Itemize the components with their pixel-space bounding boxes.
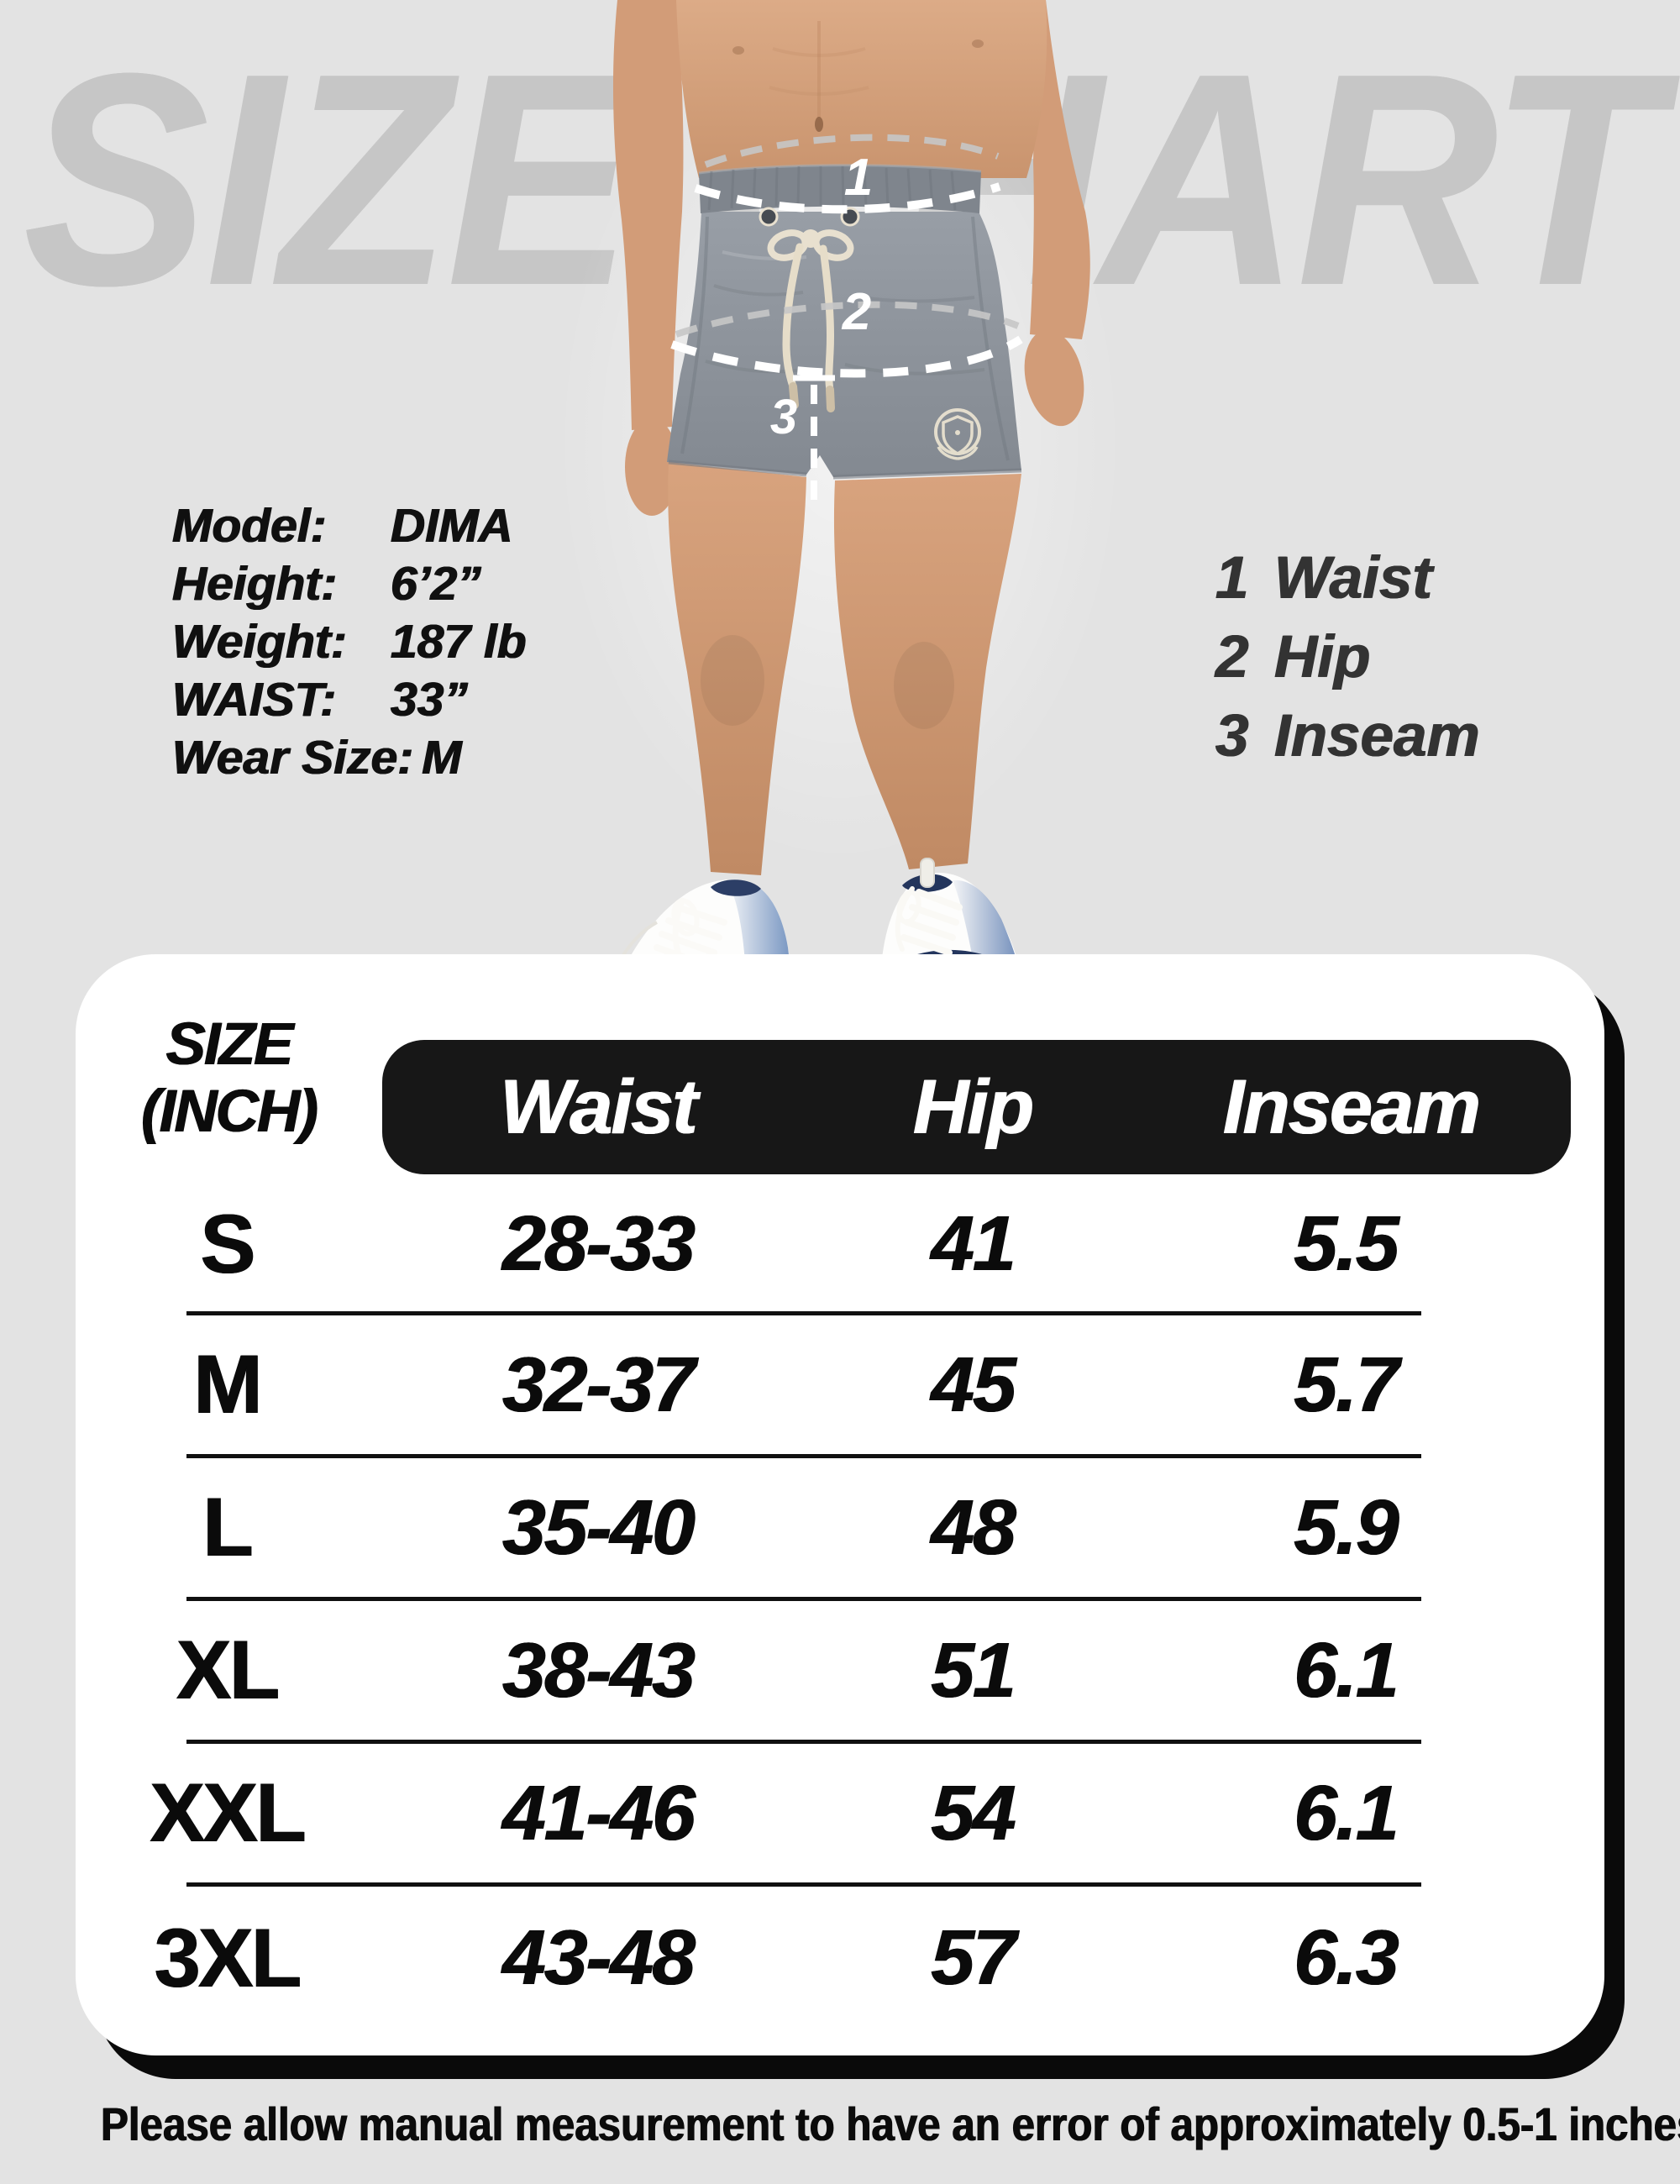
info-value: 187 lb: [391, 615, 527, 669]
legend-item-hip: 2 Hip: [1215, 618, 1480, 697]
info-row-weight: Weight: 187 lb: [172, 613, 527, 671]
hip-cell: 51: [931, 1625, 1016, 1714]
hip-measure-line: [670, 301, 1023, 378]
size-inch-line1: SIZE: [165, 1011, 294, 1078]
left-leg: [668, 462, 806, 875]
table-row-s: S 28-33 41 5.5: [76, 1174, 1604, 1313]
torso: [676, 0, 1047, 178]
info-value: M: [422, 731, 462, 785]
right-leg: [833, 474, 1021, 869]
waist-cell: 28-33: [502, 1200, 696, 1287]
swim-shorts: [667, 164, 1022, 480]
model-info-block: Model: DIMA Height: 6’2” Weight: 187 lb …: [172, 497, 527, 787]
waist-cell: 32-37: [502, 1340, 696, 1428]
model-photo: 1 2 3: [504, 0, 1096, 1048]
drawstring: [759, 207, 860, 412]
legend-label: Inseam: [1274, 703, 1480, 769]
row-separator: [186, 1740, 1421, 1744]
info-label: WAIST:: [172, 673, 337, 727]
brand-crest: [934, 408, 981, 460]
info-label: Wear Size:: [172, 731, 414, 785]
legend-item-inseam: 3 Inseam: [1215, 697, 1480, 776]
size-cell: L: [202, 1480, 253, 1573]
right-arm: [1030, 0, 1090, 339]
inseam-measure-line: [793, 375, 835, 504]
hip-cell: 48: [931, 1483, 1016, 1571]
size-chart-card: SIZE (INCH) Waist Hip Inseam S 28-33 41 …: [76, 954, 1604, 2055]
inseam-cell: 5.9: [1294, 1483, 1399, 1571]
legend-label: Hip: [1274, 624, 1371, 690]
column-header-hip: Hip: [912, 1063, 1034, 1150]
info-label: Height:: [172, 557, 338, 611]
inseam-cell: 5.7: [1294, 1340, 1399, 1428]
info-label: Model:: [172, 499, 327, 553]
info-row-wear-size: Wear Size: M: [172, 729, 527, 787]
legend-number: 1: [1215, 545, 1249, 612]
info-row-height: Height: 6’2”: [172, 555, 527, 613]
inseam-cell: 6.3: [1294, 1914, 1399, 2001]
inseam-number-label: 3: [770, 390, 797, 444]
info-row-waist: WAIST: 33”: [172, 671, 527, 729]
info-value: DIMA: [391, 499, 513, 553]
column-header-waist: Waist: [500, 1063, 698, 1150]
hip-cell: 45: [931, 1340, 1016, 1428]
info-row-model: Model: DIMA: [172, 497, 527, 555]
hip-cell: 54: [931, 1768, 1016, 1856]
waist-cell: 43-48: [502, 1914, 696, 2001]
size-cell: XXL: [150, 1766, 307, 1859]
row-separator: [186, 1311, 1421, 1315]
waist-cell: 41-46: [502, 1768, 696, 1856]
waist-measure-line: [694, 134, 1001, 214]
inseam-cell: 6.1: [1294, 1768, 1399, 1856]
waist-number-label: 1: [844, 149, 873, 207]
table-row-l: L 35-40 48 5.9: [76, 1456, 1604, 1599]
legend-number: 2: [1215, 624, 1249, 690]
hip-number-label: 2: [842, 283, 871, 341]
legend-label: Waist: [1274, 545, 1433, 612]
hip-cell: 57: [931, 1914, 1016, 2001]
size-inch-header: SIZE (INCH): [76, 1011, 382, 1146]
legs: [668, 462, 1021, 875]
legend-number: 3: [1215, 703, 1249, 769]
table-row-xl: XL 38-43 51 6.1: [76, 1599, 1604, 1741]
hip-cell: 41: [931, 1200, 1016, 1287]
size-cell: S: [200, 1196, 255, 1290]
footer-note: Please allow manual measurement to have …: [101, 2097, 1680, 2150]
table-header-bar: Waist Hip Inseam: [382, 1040, 1571, 1174]
legend-item-waist: 1 Waist: [1215, 539, 1480, 618]
row-separator: [186, 1454, 1421, 1458]
info-label: Weight:: [172, 615, 347, 669]
table-row-3xl: 3XL 43-48 57 6.3: [76, 1884, 1604, 2031]
info-value: 6’2”: [391, 557, 481, 611]
size-cell: 3XL: [154, 1910, 302, 2004]
info-value: 33”: [391, 673, 468, 727]
row-separator: [186, 1597, 1421, 1601]
size-cell: XL: [176, 1623, 281, 1716]
left-hand: [625, 418, 679, 516]
table-row-m: M 32-37 45 5.7: [76, 1313, 1604, 1456]
left-arm: [612, 0, 684, 430]
size-cell: M: [193, 1337, 262, 1431]
waist-cell: 35-40: [502, 1483, 696, 1571]
waist-cell: 38-43: [502, 1625, 696, 1714]
inseam-cell: 5.5: [1294, 1200, 1399, 1287]
row-separator: [186, 1882, 1421, 1887]
column-header-inseam: Inseam: [1222, 1063, 1481, 1150]
table-row-xxl: XXL 41-46 54 6.1: [76, 1741, 1604, 1884]
size-inch-line2: (INCH): [141, 1079, 318, 1145]
measurement-legend: 1 Waist 2 Hip 3 Inseam: [1215, 539, 1480, 776]
right-hand: [1024, 329, 1084, 427]
inseam-cell: 6.1: [1294, 1625, 1399, 1714]
